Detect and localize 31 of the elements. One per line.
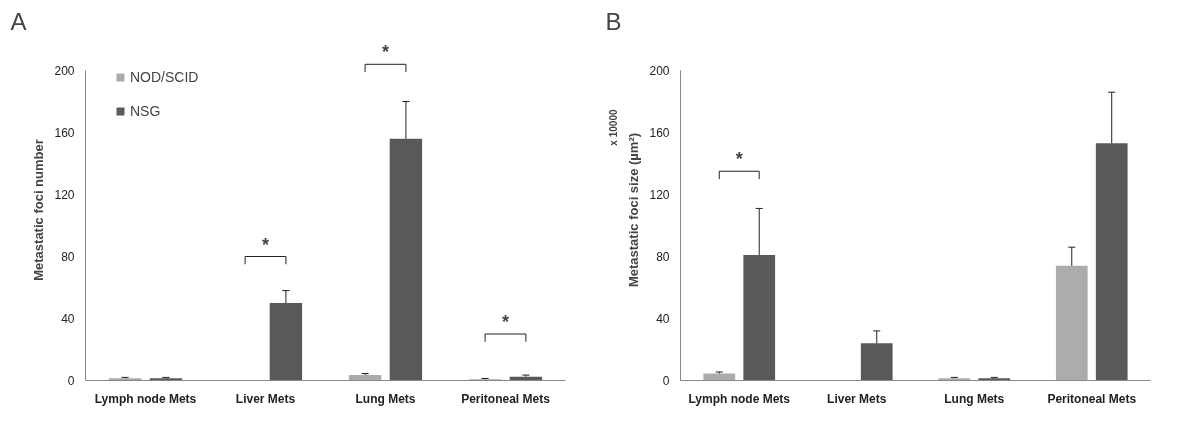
x-tick-label: Lung Mets [355,391,416,406]
annotation: * [735,149,743,170]
legend-label: NSG [130,103,161,119]
x-tick-label: Lung Mets [944,391,1005,406]
annotation: * [502,312,510,332]
x-tick-label: Liver Mets [235,391,296,406]
y-tick-label: 200 [649,64,670,78]
x-tick-label: Lymph node Mets [688,391,791,406]
y-tick-label: 160 [54,126,75,140]
text: x 10000 [607,109,619,146]
y-tick-label: 200 [54,64,75,78]
text: * [382,42,390,63]
annotation: * [262,234,270,255]
chart-title: B [605,7,622,35]
legend-label: NOD/SCID [130,69,199,85]
x-tick-label: Liver Mets [827,391,887,406]
y-tick-label: 80 [656,250,670,264]
x-tick-label: Peritoneal Mets [1047,391,1137,406]
y-tick-label: 40 [61,312,75,326]
y-tick-label: 120 [649,188,670,202]
y-tick-label: 40 [656,312,670,326]
x-tick-label: Peritoneal Mets [461,391,551,406]
y-tick-label: 120 [54,188,75,202]
y-axis-title: Metastatic foci number [31,139,47,281]
y-tick-label: 0 [662,374,670,388]
y-tick-label: 0 [67,374,75,388]
chart-title: A [10,7,27,35]
x-tick-label: Lymph node Mets [94,391,197,406]
y-tick-label: 160 [649,126,670,140]
y-axis-title: Metastatic foci size (µm²) [626,132,642,288]
y-tick-label: 80 [61,250,75,264]
